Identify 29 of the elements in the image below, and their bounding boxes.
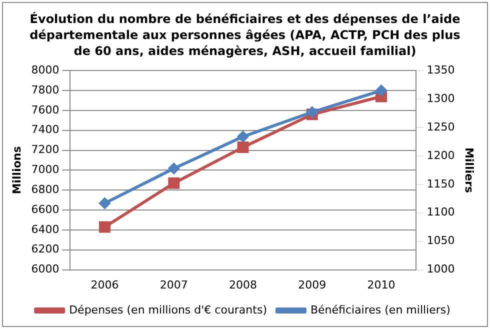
- y-tick-label: 7600: [31, 103, 60, 116]
- y-tick-label: 6400: [31, 222, 60, 236]
- x-tick-label: 2010: [367, 278, 396, 292]
- y-axis-title: Millions: [10, 146, 24, 194]
- y2-tick-label: 1350: [426, 63, 455, 76]
- x-tick-label: 2006: [90, 278, 119, 292]
- chart-title: Évolution du nombre de bénéficiaires et des dépenses de l’aide départementale aux personnes âgées (APA, ACTP, PCH des plus de 60 ans, aides ménagères, ASH, accueil familial): [28, 11, 462, 59]
- y-tick-label: 7800: [31, 83, 60, 96]
- x-tick-label: 2007: [160, 278, 188, 292]
- x-tick-label: 2009: [298, 278, 326, 292]
- legend-label: Bénéficiaires (en milliers): [310, 303, 450, 316]
- y2-tick-label: 1050: [426, 234, 455, 248]
- y-tick-label: 7200: [31, 143, 60, 156]
- y2-tick-label: 1300: [426, 92, 455, 105]
- y-tick-label: 7400: [31, 123, 60, 136]
- y-tick-label: 6000: [31, 262, 60, 276]
- x-tick-label: 2008: [229, 278, 257, 292]
- y2-tick-label: 1100: [426, 206, 455, 219]
- y-tick-label: 7000: [31, 163, 60, 176]
- y2-axis-title: Milliers: [462, 147, 476, 194]
- y2-tick-label: 1000: [426, 262, 455, 276]
- y-tick-label: 6600: [31, 202, 60, 216]
- y-tick-label: 8000: [31, 63, 60, 76]
- y2-tick-label: 1150: [426, 177, 455, 190]
- y-tick-label: 6200: [31, 242, 60, 256]
- y2-tick-label: 1200: [426, 148, 455, 162]
- y-tick-label: 6800: [31, 182, 60, 196]
- legend-label: Dépenses (en millions d'€ courants): [69, 303, 267, 316]
- y2-tick-label: 1250: [426, 120, 455, 134]
